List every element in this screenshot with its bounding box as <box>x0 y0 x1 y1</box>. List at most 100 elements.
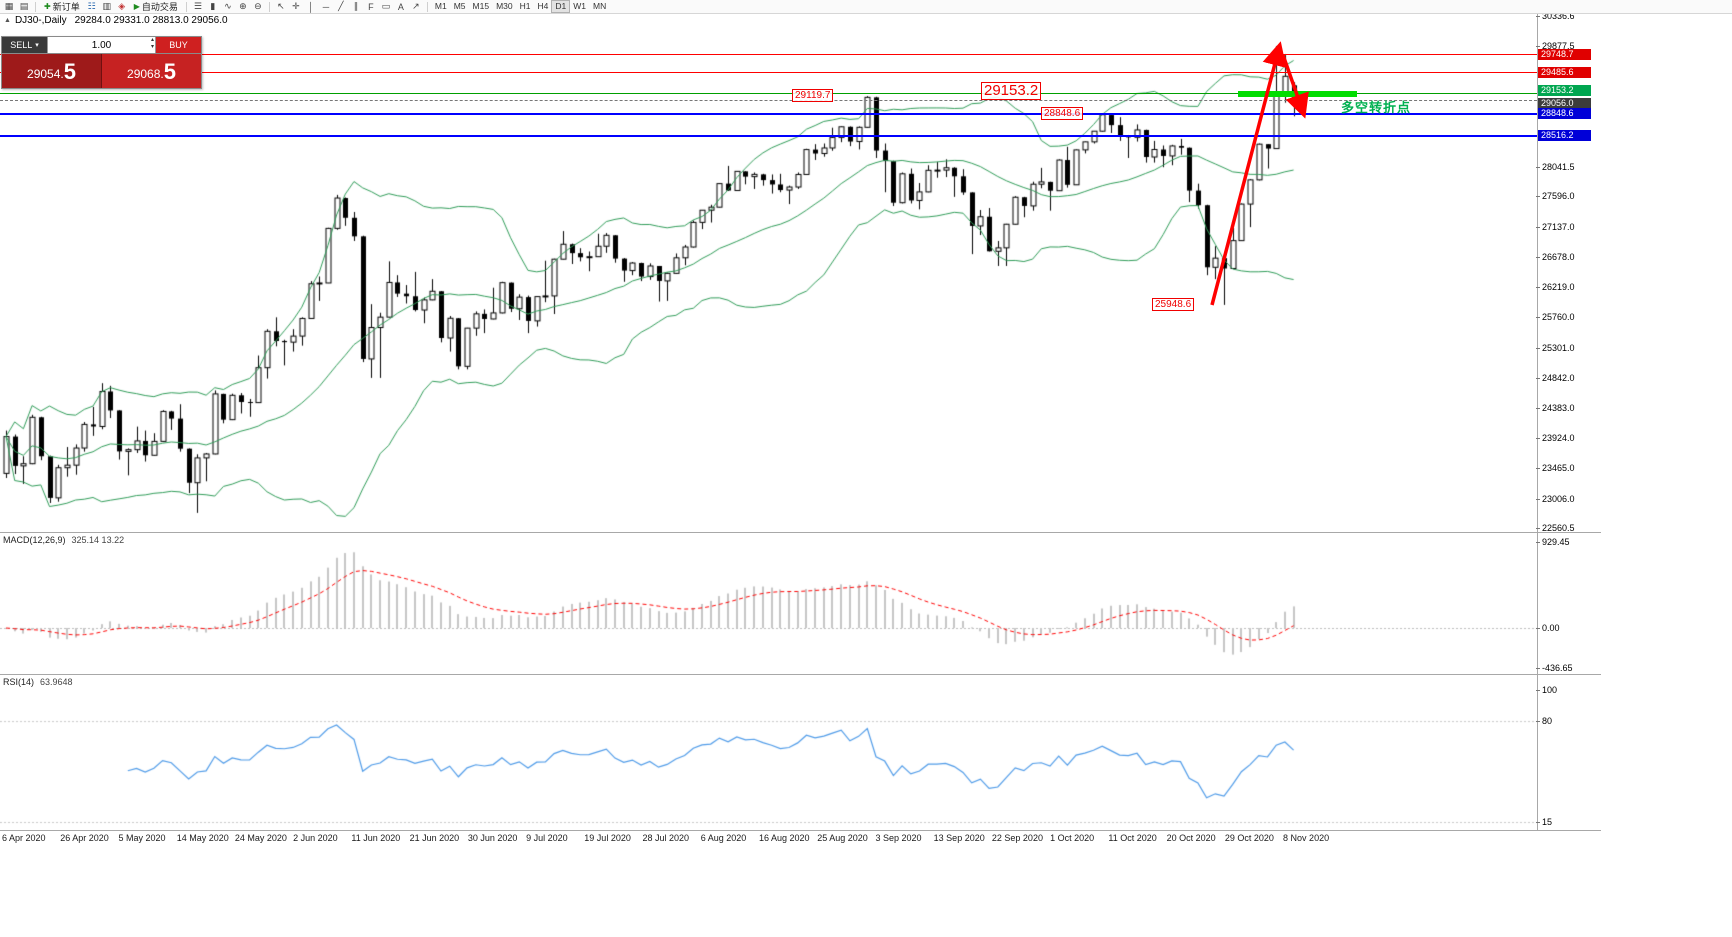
trade-panel-top-row: SELL ▾ 1.00 ▴ ▾ BUY <box>2 37 201 53</box>
crosshair-icon[interactable]: ✛ <box>292 1 300 11</box>
text-icon[interactable]: A <box>397 1 404 12</box>
shapes-icon[interactable]: ▭ <box>381 1 391 11</box>
date-label: 5 May 2020 <box>118 833 166 843</box>
price-axis-line <box>1537 13 1538 831</box>
sell-small-button[interactable]: SELL ▾ <box>2 37 47 53</box>
pivot-note-text[interactable]: 多空转折点 <box>1341 100 1412 115</box>
channel-icon[interactable]: ∥ <box>353 1 359 11</box>
toolbar-separator <box>35 1 36 12</box>
candlestick-icon[interactable]: ▮ <box>210 1 216 11</box>
new-order-button[interactable]: ✚ 新订单 <box>40 1 84 13</box>
new-order-icon: ✚ <box>44 2 51 11</box>
auto-trading-button[interactable]: ▶ 自动交易 <box>130 1 182 13</box>
date-label: 16 Aug 2020 <box>758 833 810 843</box>
price-annotation-29119[interactable]: 29119.7 <box>792 89 834 102</box>
price-badge: 29485.6 <box>1538 66 1591 78</box>
price-tick: 27596.0 <box>1536 191 1575 202</box>
hline-red-1[interactable] <box>0 54 1537 56</box>
price-annotation-28848[interactable]: 28848.6 <box>1041 107 1084 120</box>
date-label: 9 Jul 2020 <box>526 833 568 843</box>
date-label: 29 Oct 2020 <box>1224 833 1274 843</box>
timeframe-m15[interactable]: M15 <box>472 1 490 11</box>
zoom-out-icon[interactable]: ⊖ <box>254 1 262 11</box>
one-click-toggle-icon[interactable]: ▲ <box>4 17 11 24</box>
toolbar-separator <box>185 1 187 12</box>
date-label: 21 Jun 2020 <box>409 833 460 843</box>
timeframe-d1[interactable]: D1 <box>551 0 571 13</box>
volume-up-icon[interactable]: ▴ <box>150 37 154 43</box>
chart-profiles-icon[interactable]: ▤ <box>19 1 29 11</box>
hline-blue-2[interactable] <box>0 134 1537 137</box>
buy-price: 29068. <box>127 67 164 81</box>
navigator-icon[interactable]: ◈ <box>118 1 126 11</box>
macd-panel-separator[interactable] <box>0 532 1601 533</box>
chart-symbol-period: DJ30-,Daily <box>14 15 67 26</box>
buy-label: BUY <box>169 40 188 50</box>
market-watch-icon[interactable]: ☷ <box>87 1 96 11</box>
fibonacci-icon[interactable]: F <box>368 1 374 12</box>
price-tick: 24842.0 <box>1536 372 1575 383</box>
hline-green-pivot[interactable] <box>0 93 1537 95</box>
price-tick: 29877.5 <box>1536 41 1575 52</box>
sell-button[interactable]: 29054. 5 <box>2 54 102 88</box>
date-label: 11 Jun 2020 <box>351 833 401 843</box>
toolbar: ▦ ▤ ✚ 新订单 ☷ ▥ ◈ ▶ 自动交易 ☰ ▮ ∿ ⊕ ⊖ ↖ ✛ │ ─ ╱ ∥ F ▭ A ↗ M1 M5 M15 M30 H… <box>0 0 1732 14</box>
horizontal-line-icon[interactable]: ─ <box>322 1 330 12</box>
date-label: 8 Nov 2020 <box>1283 833 1330 843</box>
sell-price-big-digit: 5 <box>63 59 76 84</box>
buy-button[interactable]: 29068. 5 <box>102 54 201 88</box>
timeframe-m1[interactable]: M1 <box>434 1 447 11</box>
price-tick: 28041.5 <box>1536 162 1575 173</box>
price-badge: 29056.0 <box>1538 97 1591 109</box>
price-annotation-29153[interactable]: 29153.2 <box>981 82 1042 100</box>
date-label: 25 Aug 2020 <box>817 833 868 843</box>
hline-red-2[interactable] <box>0 71 1537 73</box>
bar-chart-icon[interactable]: ☰ <box>193 1 202 11</box>
timeframe-m30[interactable]: M30 <box>496 1 513 11</box>
timeframe-w1[interactable]: W1 <box>573 1 586 11</box>
date-label: 24 May 2020 <box>234 833 287 843</box>
volume-value: 1.00 <box>91 39 112 51</box>
price-tick: 25760.0 <box>1536 312 1575 323</box>
arrows-icon[interactable]: ↗ <box>412 1 420 11</box>
data-window-icon[interactable]: ▥ <box>102 1 111 11</box>
rsi-panel-separator[interactable] <box>0 674 1601 675</box>
rsi-tick: 100 <box>1535 684 1558 695</box>
price-tick: 23924.0 <box>1536 433 1575 444</box>
line-chart-icon[interactable]: ∿ <box>224 1 232 11</box>
macd-title: MACD(12,26,9) <box>3 535 66 545</box>
auto-trading-icon: ▶ <box>133 2 140 11</box>
cursor-icon[interactable]: ↖ <box>277 1 285 11</box>
auto-trading-label: 自动交易 <box>141 2 178 12</box>
one-click-trading-panel: SELL ▾ 1.00 ▴ ▾ BUY 29054. 5 29068. 5 <box>1 36 202 89</box>
date-label: 13 Sep 2020 <box>933 833 985 843</box>
trendline-icon[interactable]: ╱ <box>338 1 344 11</box>
timeframe-mn[interactable]: MN <box>592 1 607 11</box>
pivot-highlight-bar[interactable] <box>1238 90 1357 97</box>
rsi-tick: 80 <box>1535 716 1553 727</box>
date-label: 11 Oct 2020 <box>1108 833 1157 843</box>
price-tick: 24383.0 <box>1536 403 1575 413</box>
new-chart-icon[interactable]: ▦ <box>4 1 14 11</box>
hline-blue-1[interactable] <box>0 112 1537 115</box>
volume-down-icon[interactable]: ▾ <box>150 44 154 50</box>
sell-price: 29054. <box>27 67 64 81</box>
date-label: 28 Jul 2020 <box>642 833 690 843</box>
price-tick: 26678.0 <box>1536 251 1575 262</box>
price-badge: 29153.2 <box>1538 85 1591 97</box>
zoom-in-icon[interactable]: ⊕ <box>239 1 247 11</box>
vertical-line-icon[interactable]: │ <box>308 1 314 12</box>
timeframe-m5[interactable]: M5 <box>453 1 466 11</box>
price-tick: 22560.5 <box>1536 523 1575 533</box>
timeframe-h4[interactable]: H4 <box>537 1 549 11</box>
sell-label: SELL <box>10 40 33 50</box>
volume-input[interactable]: 1.00 ▴ ▾ <box>47 37 156 53</box>
trade-panel-price-row: 29054. 5 29068. 5 <box>2 53 201 88</box>
time-axis-separator <box>0 830 1601 831</box>
timeframe-h1[interactable]: H1 <box>519 1 531 11</box>
date-label: 6 Apr 2020 <box>2 833 46 843</box>
buy-small-button[interactable]: BUY <box>156 37 201 53</box>
price-annotation-25948[interactable]: 25948.6 <box>1152 298 1195 311</box>
price-tick: 26219.0 <box>1536 282 1575 293</box>
